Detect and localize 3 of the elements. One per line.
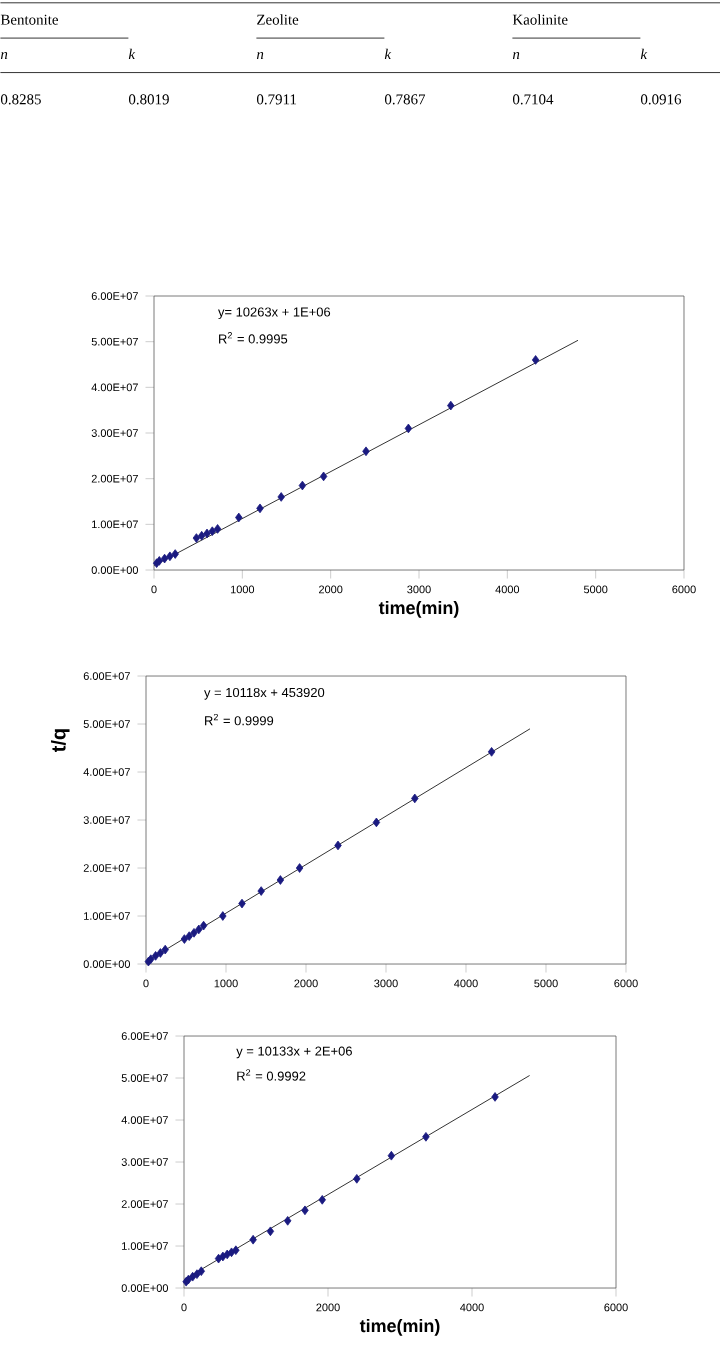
y-axis-title: t/q (50, 729, 70, 752)
x-axis-title: time(min) (359, 1319, 440, 1336)
x-axis-title: time(min) (378, 600, 459, 618)
